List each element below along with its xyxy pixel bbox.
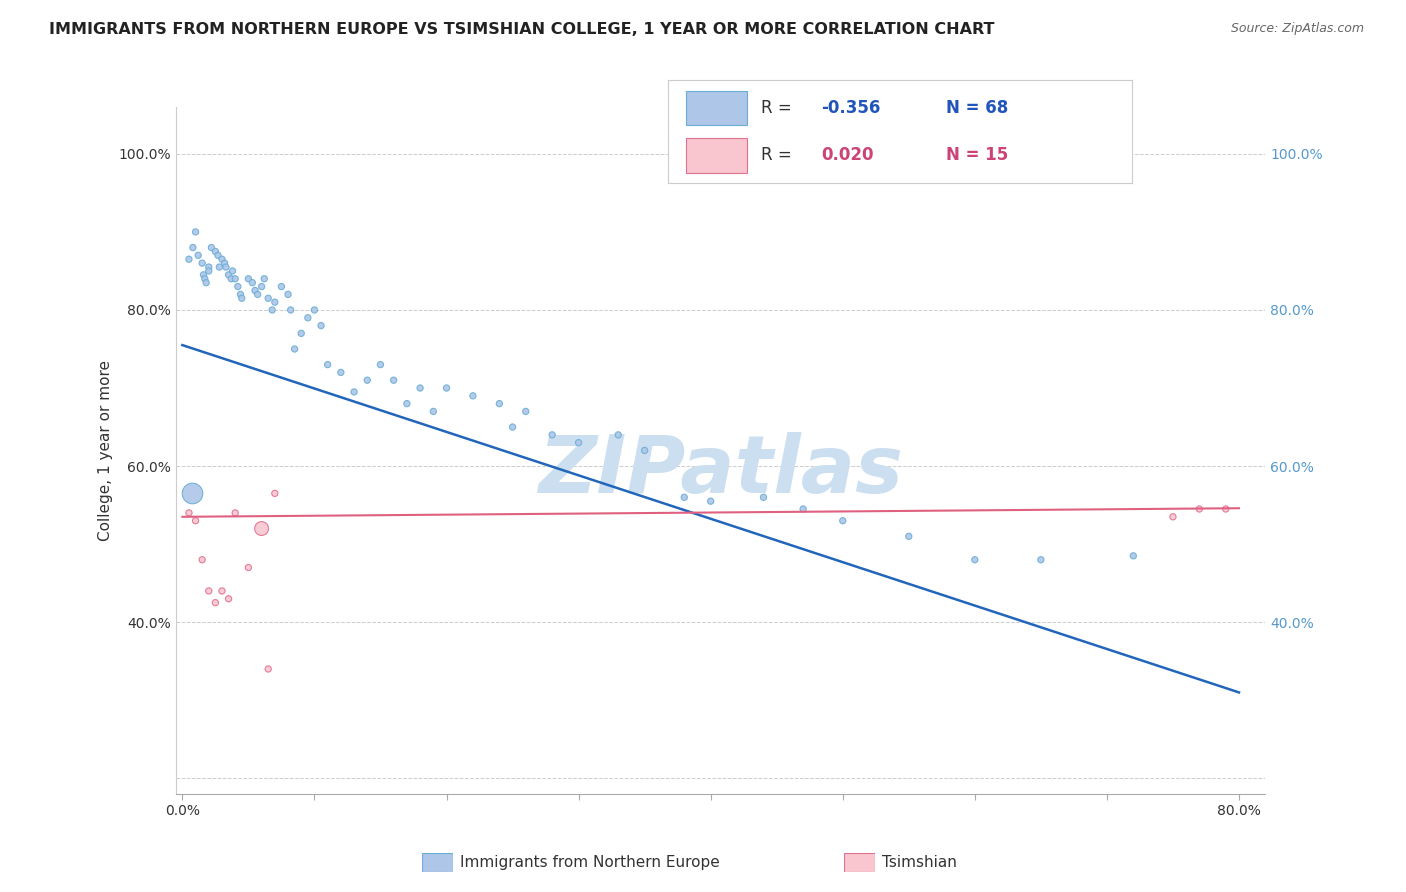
Point [207,248,229,262]
Point [284,342,307,356]
Point [257,291,280,305]
Point [184,514,207,528]
Point [370,358,392,372]
Point [219,271,242,285]
Point [208,260,231,274]
Point [329,366,352,380]
Text: ZIPatlas: ZIPatlas [538,432,903,510]
Point [177,252,200,267]
Point [541,427,564,442]
Point [673,490,696,504]
Text: Tsimshian: Tsimshian [882,855,956,870]
FancyBboxPatch shape [686,137,747,173]
Point [607,427,630,442]
Text: -0.356: -0.356 [821,99,880,117]
Point [253,271,276,285]
Point [257,662,280,676]
Point [193,268,215,282]
Point [343,384,366,399]
Point [224,271,246,285]
Point [633,443,655,458]
Point [215,260,238,274]
Point [515,404,537,418]
Point [263,295,285,310]
Point [211,583,233,598]
Point [238,271,260,285]
Point [246,287,269,301]
Point [309,318,332,333]
Point [195,276,218,290]
Point [502,420,524,434]
Point [897,529,920,543]
Point [200,240,222,255]
Point [184,225,207,239]
Point [963,552,986,567]
Point [238,560,260,574]
Point [316,358,339,372]
Point [1215,502,1237,516]
Point [461,389,484,403]
Point [214,256,236,270]
Point [180,486,202,500]
Text: R =: R = [761,99,797,117]
Text: N = 15: N = 15 [946,146,1008,164]
Point [792,502,814,516]
Text: IMMIGRANTS FROM NORTHERN EUROPE VS TSIMSHIAN COLLEGE, 1 YEAR OR MORE CORRELATION: IMMIGRANTS FROM NORTHERN EUROPE VS TSIMS… [49,22,994,37]
Text: 0.020: 0.020 [821,146,873,164]
Y-axis label: College, 1 year or more: College, 1 year or more [97,360,112,541]
Point [280,302,302,317]
Point [488,396,510,410]
Point [250,279,273,293]
Point [226,279,249,293]
Point [297,310,319,325]
Point [231,291,253,305]
Point [422,404,444,418]
Point [181,240,204,255]
Point [395,396,418,410]
Point [436,381,458,395]
Point [240,276,263,290]
Text: Immigrants from Northern Europe: Immigrants from Northern Europe [460,855,720,870]
Point [229,287,252,301]
Point [1122,549,1144,563]
Point [197,260,219,274]
Point [831,514,853,528]
Point [1029,552,1052,567]
Point [191,552,214,567]
Point [263,486,285,500]
Point [187,248,209,262]
Point [197,264,219,278]
Point [270,279,292,293]
Point [304,302,326,317]
Point [204,596,226,610]
Point [1161,509,1184,524]
Point [218,268,240,282]
Point [204,244,226,259]
Point [243,284,266,298]
Point [197,583,219,598]
Point [356,373,378,387]
Point [177,506,200,520]
Point [699,494,721,508]
Point [211,252,233,267]
Point [290,326,312,341]
Point [277,287,299,301]
Point [409,381,432,395]
Point [221,264,243,278]
Text: R =: R = [761,146,797,164]
Point [194,271,217,285]
Point [191,256,214,270]
Point [568,435,591,450]
Point [250,521,273,535]
Point [752,490,775,504]
Point [382,373,405,387]
FancyBboxPatch shape [686,91,747,126]
Point [224,506,246,520]
Text: N = 68: N = 68 [946,99,1008,117]
Point [218,591,240,606]
Point [262,302,284,317]
Text: Source: ZipAtlas.com: Source: ZipAtlas.com [1230,22,1364,36]
Point [1188,502,1211,516]
